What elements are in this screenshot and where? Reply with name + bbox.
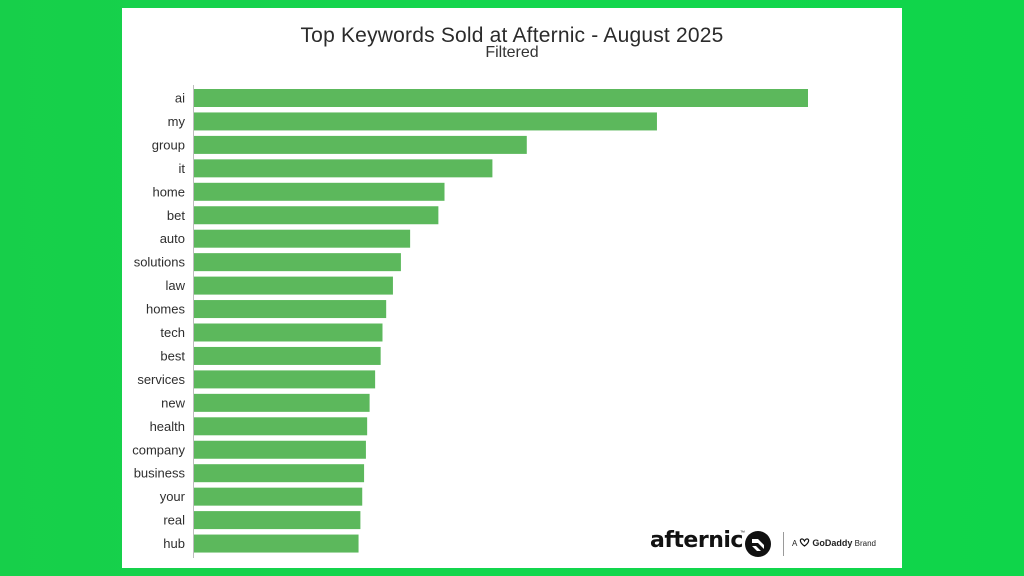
bar-ai [194,89,808,107]
bar-solutions [194,253,401,272]
category-label-your: your [160,489,186,504]
bar-best [194,346,381,365]
bar-law [194,276,393,295]
chart-title: Top Keywords Sold at Afternic - August 2… [300,24,724,47]
category-label-homes: homes [146,302,186,317]
bar-services [194,370,376,389]
category-label-ai: ai [175,91,185,106]
category-label-business: business [134,466,186,481]
chart-panel: Top Keywords Sold at Afternic - August 2… [122,8,902,568]
category-label-company: company [132,442,185,457]
bar-your [194,487,363,506]
bar-my [194,112,657,131]
category-label-solutions: solutions [134,255,186,270]
bar-tech [194,323,383,342]
brand-caption-godaddy: GoDaddy [812,538,853,548]
afternic-wordmark: afternic [650,528,743,553]
godaddy-brand-caption: A GoDaddy Brand [792,538,876,548]
bar-auto [194,229,411,248]
category-label-my: my [168,114,186,129]
bar-group [194,135,527,154]
bar-company [194,440,366,459]
brand-separator [783,532,784,556]
bar-chart: ai my group it home bet auto solutions law homes t… [132,85,808,558]
bars-layer: ai my group it home bet auto solutions law homes t… [132,85,808,558]
category-label-group: group [152,137,185,152]
category-label-new: new [161,395,185,410]
bar-business [194,464,365,483]
category-label-health: health [150,419,185,434]
bar-homes [194,300,387,319]
bar-hub [194,534,359,553]
category-label-home: home [152,184,185,199]
chart-subtitle: Filtered [485,44,539,61]
brand-caption-suffix: Brand [854,539,876,548]
category-label-hub: hub [163,536,185,551]
bar-real [194,511,361,530]
trademark-symbol: ™ [740,530,745,536]
brand-caption-prefix: A [792,539,797,548]
bar-home [194,182,445,201]
category-label-law: law [165,278,185,293]
category-label-bet: bet [167,208,185,223]
bar-health [194,417,368,436]
category-label-best: best [160,348,185,363]
category-label-real: real [163,513,185,528]
afternic-circle-logo-icon [745,531,771,557]
bar-it [194,159,493,178]
godaddy-logo-icon [799,538,810,547]
category-label-services: services [137,372,185,387]
bar-new [194,393,370,412]
category-label-tech: tech [160,325,185,340]
category-label-auto: auto [160,231,185,246]
afternic-brand-logo: afternic ™ A GoDaddy Brand [650,528,890,560]
category-label-it: it [179,161,186,176]
bar-bet [194,206,439,225]
